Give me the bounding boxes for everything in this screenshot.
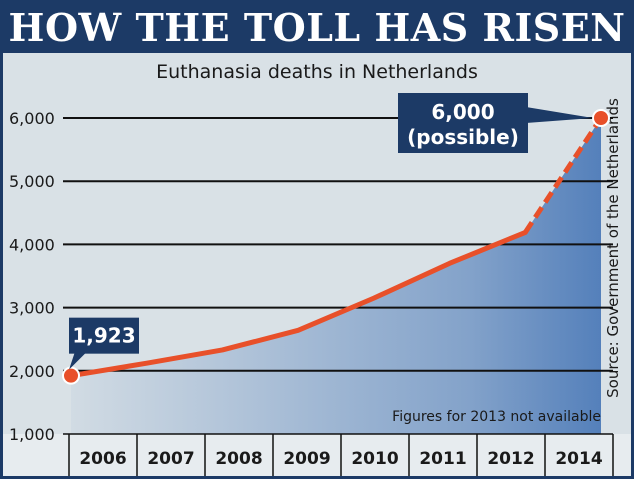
data-point-2014 — [592, 109, 610, 127]
y-tick-label: 2,000 — [9, 362, 55, 381]
chart-title: Euthanasia deaths in Netherlands — [156, 61, 478, 83]
chart-svg: 1,000 2,000 3,000 4,000 5,000 6,000 2006 2007 20… — [3, 93, 631, 476]
y-tick-label: 1,000 — [9, 425, 55, 444]
y-tick-label: 3,000 — [9, 299, 55, 318]
y-tick-label: 6,000 — [9, 109, 55, 128]
x-tick-label-2008: 2008 — [215, 449, 262, 469]
x-tick-label-2007: 2007 — [147, 449, 194, 469]
callout-last-value: 6,000 — [431, 100, 494, 124]
x-axis-band — [3, 434, 631, 476]
x-tick-label-2009: 2009 — [283, 449, 330, 469]
data-point-2006 — [62, 366, 80, 385]
y-tick-label: 4,000 — [9, 235, 55, 254]
note-text: Figures for 2013 not available — [392, 409, 601, 425]
area-fill — [71, 118, 601, 434]
series-line — [68, 229, 528, 379]
x-tick-label-2012: 2012 — [487, 449, 534, 469]
callout-first-box — [69, 317, 139, 354]
x-tick-label-2014: 2014 — [555, 449, 602, 469]
chart-header: HOW THE TOLL HAS RISEN — [3, 3, 631, 53]
x-tick-label-2010: 2010 — [351, 449, 398, 469]
x-tick-label-2011: 2011 — [419, 449, 466, 469]
y-tick-label: 5,000 — [9, 172, 55, 191]
callout-last-pointer — [526, 107, 593, 123]
callout-first-pointer — [69, 351, 87, 370]
projected-line — [523, 116, 604, 234]
callout-last-qualifier: (possible) — [407, 125, 519, 149]
callout-first-label: 1,923 — [72, 324, 135, 348]
callout-last-box — [398, 93, 528, 153]
x-tick-label-2006: 2006 — [79, 449, 126, 469]
